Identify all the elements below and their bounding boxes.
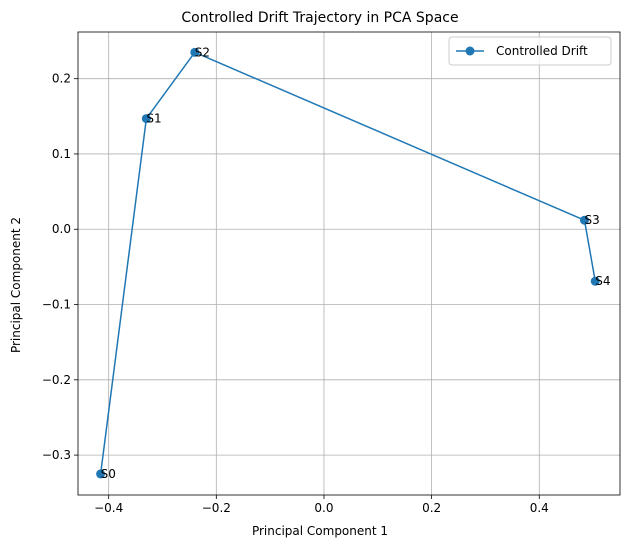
series-layer xyxy=(96,47,600,479)
legend-box xyxy=(448,36,612,66)
data-point xyxy=(590,276,600,286)
x-axis-label: Principal Component 1 xyxy=(252,524,388,538)
legend-entry-label: Controlled Drift xyxy=(496,44,588,58)
point-label: S2 xyxy=(195,45,210,59)
legend: Controlled Drift xyxy=(448,36,612,66)
plot-area-frame xyxy=(77,31,621,496)
y-tick-label: −0.2 xyxy=(42,373,71,387)
legend-marker-swatch xyxy=(465,46,475,56)
point-labels: S0 S1 S2 S3 S4 xyxy=(101,45,611,481)
grid-lines xyxy=(78,32,620,495)
axis-ticks: −0.4 −0.2 0.0 0.2 0.4 −0.3 −0.2 −0.1 0.0 0.1 0.2 xyxy=(42,72,549,515)
x-tick-label: 0.2 xyxy=(422,501,441,515)
y-tick-label: −0.1 xyxy=(42,298,71,312)
x-tick-label: −0.4 xyxy=(94,501,123,515)
y-tick-label: −0.3 xyxy=(42,448,71,462)
y-tick-label: 0.2 xyxy=(52,72,71,86)
x-tick-label: 0.4 xyxy=(530,501,549,515)
chart-title: Controlled Drift Trajectory in PCA Space xyxy=(181,10,458,26)
x-tick-label: −0.2 xyxy=(202,501,231,515)
y-tick-label: 0.1 xyxy=(52,147,71,161)
point-label: S3 xyxy=(584,213,599,227)
y-axis-label: Principal Component 2 xyxy=(9,217,23,353)
y-tick-label: 0.0 xyxy=(52,222,71,236)
data-point xyxy=(141,114,151,124)
data-point xyxy=(579,215,589,225)
x-tick-label: 0.0 xyxy=(314,501,333,515)
data-point xyxy=(190,47,200,57)
point-label: S0 xyxy=(101,467,116,481)
point-label: S1 xyxy=(146,112,161,126)
data-point xyxy=(96,469,106,479)
point-label: S4 xyxy=(595,274,610,288)
